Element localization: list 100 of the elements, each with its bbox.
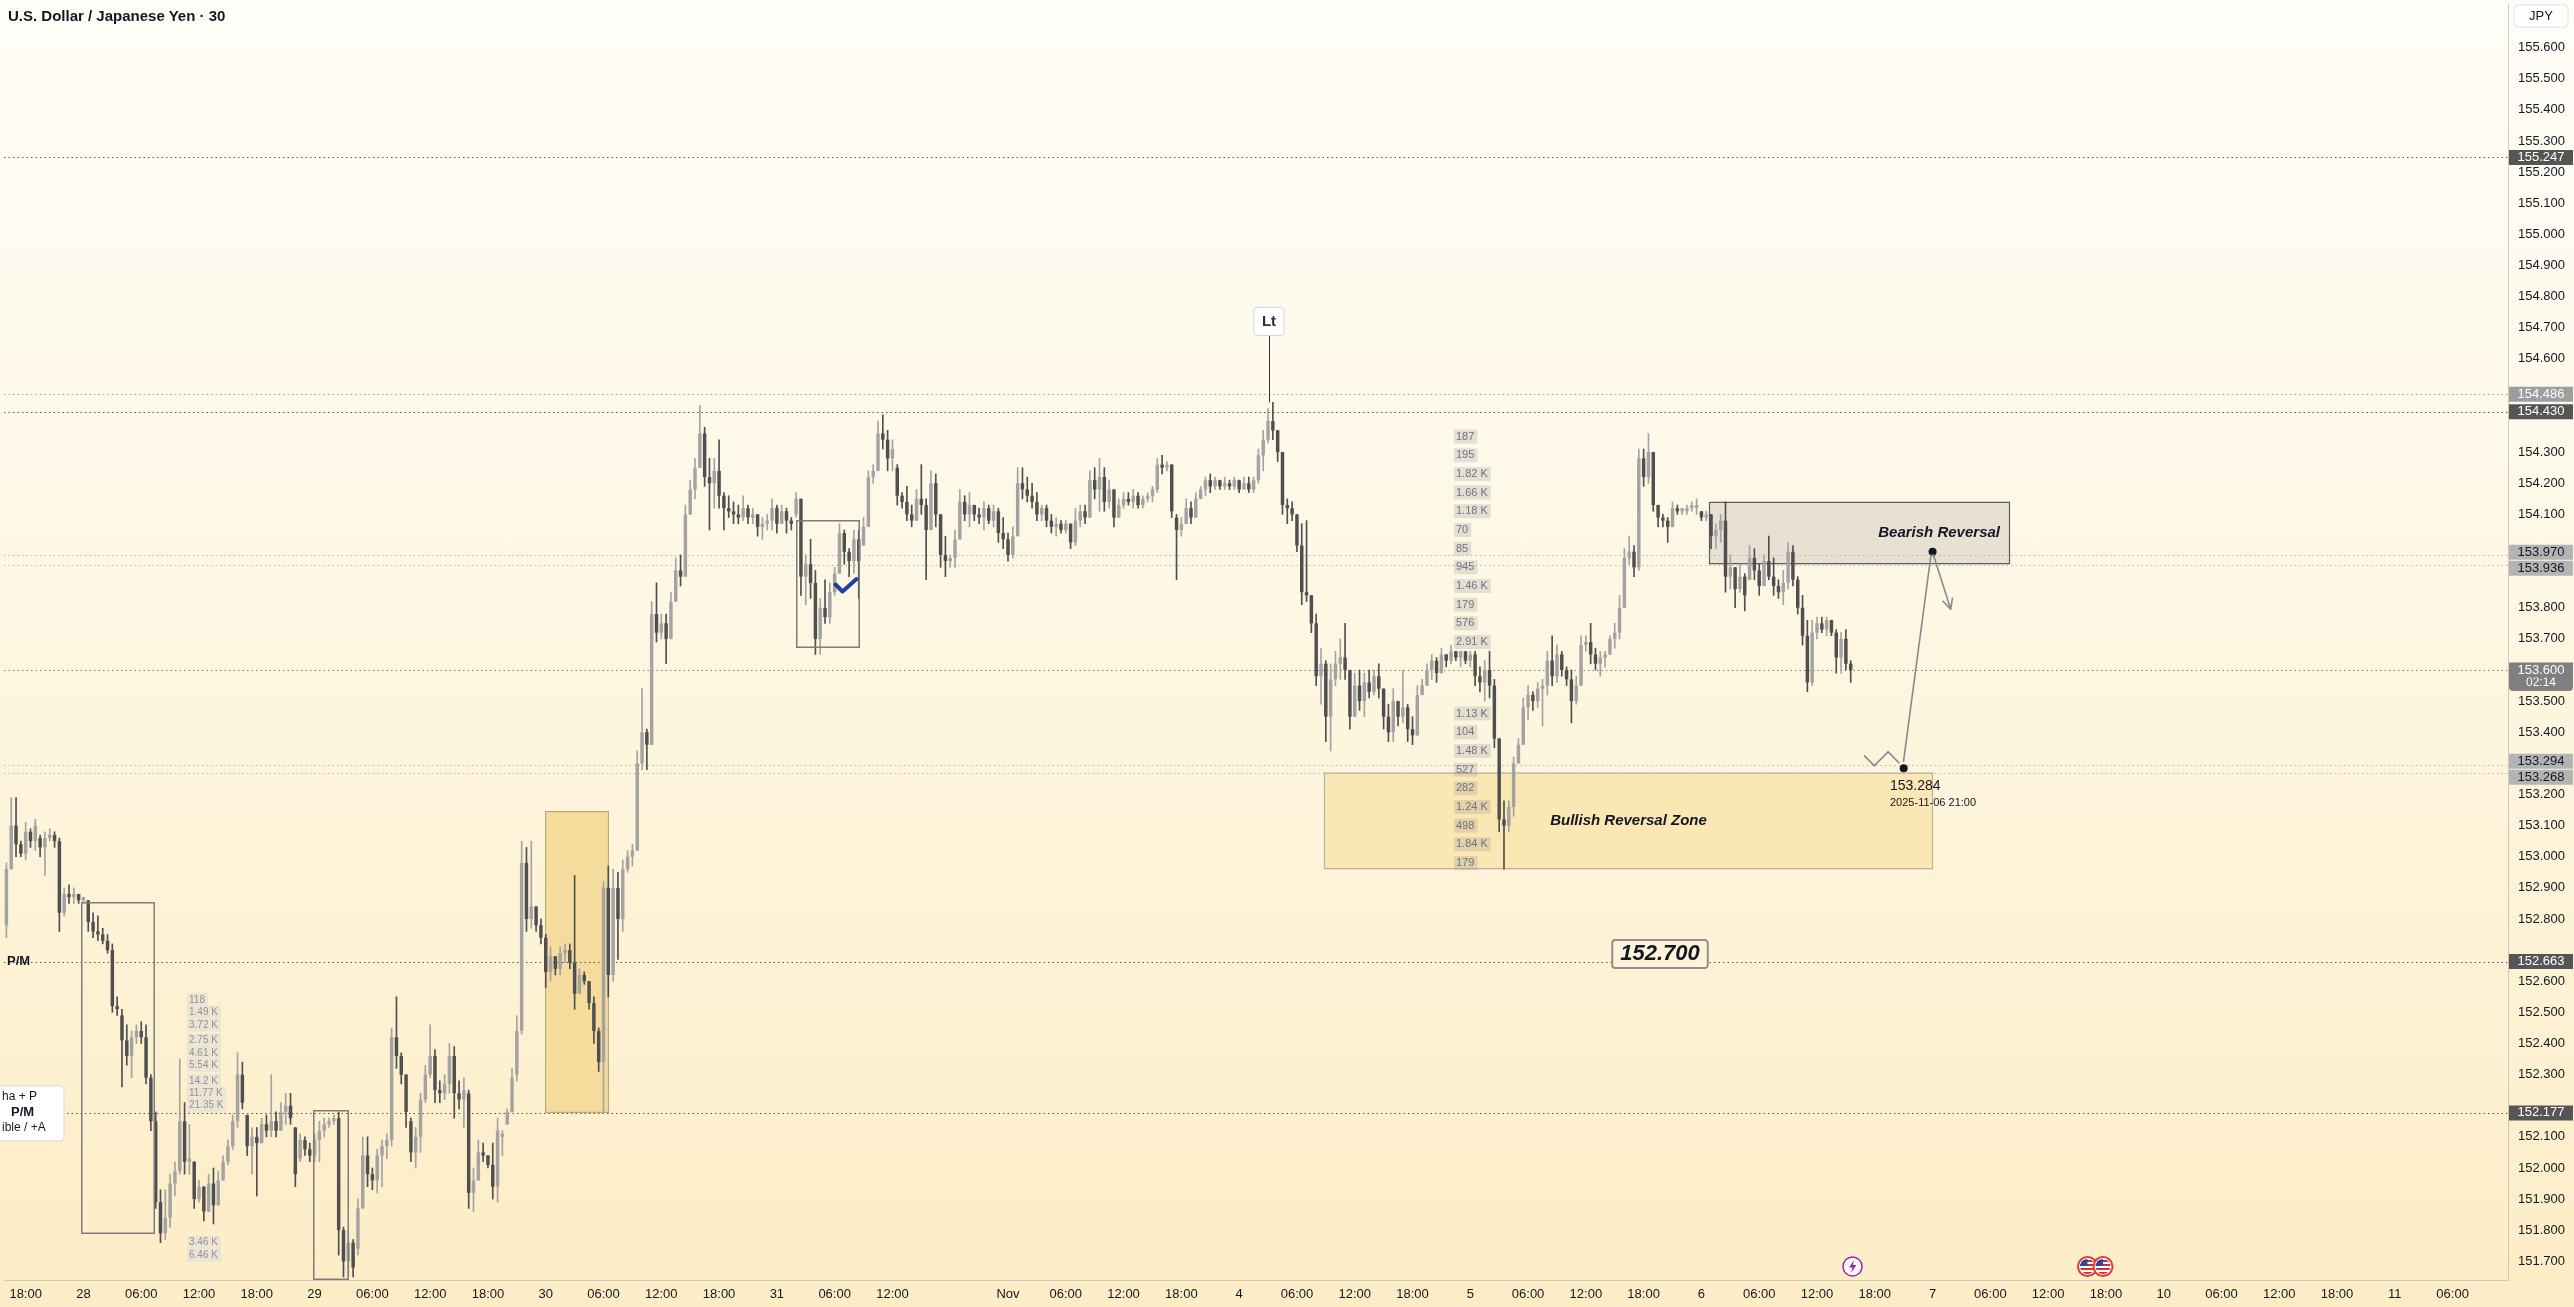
candlestick (1627, 535, 1631, 565)
ref-line-label: 154.430 (2517, 403, 2565, 419)
x-tick-label: 18:00 (1396, 1286, 1429, 1302)
x-tick-label: 06:00 (124, 1286, 158, 1302)
annotation: 11.77 K (189, 1087, 224, 1099)
annotation: 1.24 K (1456, 799, 1489, 812)
y-tick-label: 151.900 (2518, 1190, 2565, 1206)
annotation: 1.84 K (1456, 837, 1489, 850)
candlestick (457, 1080, 461, 1110)
y-tick-label: 152.100 (2518, 1128, 2565, 1144)
annotation: 2.91 K (1456, 635, 1489, 648)
candlestick (563, 943, 567, 963)
annotation: 1.18 K (1456, 504, 1489, 517)
annotation: ha + P (2, 1089, 38, 1104)
x-tick-label: 12:00 (1338, 1286, 1371, 1302)
x-tick-label: 12:00 (413, 1286, 447, 1302)
annotation: 576 (1456, 616, 1475, 629)
ref-line-label: 154.486 (2517, 385, 2565, 401)
y-tick-label: 153.400 (2518, 723, 2565, 739)
annotation: Lt (1261, 311, 1277, 329)
candlestick (1160, 454, 1164, 475)
y-tick-label: 153.100 (2518, 817, 2565, 833)
ref-line-label: 152.663 (2517, 953, 2565, 969)
candlestick (380, 1139, 384, 1187)
annotation: 3.72 K (189, 1018, 219, 1030)
x-tick-label: 06:00 (2436, 1286, 2469, 1302)
annotation: 179 (1456, 856, 1475, 868)
annotation: 5.54 K (189, 1059, 219, 1071)
x-tick-label: 06:00 (587, 1286, 620, 1302)
x-tick-label: 30 (538, 1286, 553, 1302)
candlestick (1478, 666, 1482, 693)
y-tick-label: 152.300 (2518, 1066, 2565, 1082)
x-tick-label: 6 (1697, 1286, 1706, 1302)
x-tick-label: 18:00 (1165, 1286, 1198, 1302)
annotation: 70 (1456, 522, 1469, 535)
x-tick-label: 18:00 (471, 1286, 505, 1302)
x-tick-label: 12:00 (1569, 1286, 1603, 1302)
ref-line-label: 153.970 (2517, 543, 2565, 559)
y-tick-label: 154.600 (2518, 350, 2565, 366)
candlestick (43, 831, 47, 876)
band-label: Bullish Reversal Zone (1550, 811, 1707, 829)
annotation: 4.61 K (189, 1046, 219, 1058)
annotation: 6.46 K (189, 1248, 219, 1260)
x-tick-label: 28 (76, 1286, 91, 1302)
x-tick-label: 7 (1928, 1286, 1937, 1302)
candlestick (1714, 523, 1718, 549)
y-tick-label: 154.100 (2518, 505, 2565, 521)
candlestick (1502, 800, 1506, 870)
annotation: 14.2 K (189, 1074, 219, 1086)
y-tick-label: 155.600 (2518, 39, 2565, 55)
x-tick-label: 06:00 (2205, 1286, 2238, 1302)
y-tick-label: 155.300 (2518, 132, 2565, 148)
ref-line-label: 152.177 (2517, 1104, 2565, 1120)
annotation: 104 (1456, 725, 1475, 738)
annotation: 1.82 K (1456, 466, 1489, 479)
ref-line-label: 153.600 (2517, 661, 2565, 677)
annotation: 498 (1456, 818, 1475, 831)
x-tick-label: 5 (1466, 1286, 1474, 1302)
y-tick-label: 153.700 (2518, 630, 2565, 646)
candlestick (269, 1074, 273, 1138)
y-tick-label: 152.500 (2518, 1003, 2565, 1019)
y-tick-label: 152.900 (2518, 879, 2565, 895)
annotation: 1.13 K (1456, 706, 1489, 719)
x-tick-label: 06:00 (1742, 1286, 1776, 1302)
x-tick-label: 4 (1235, 1286, 1243, 1302)
annotation: 945 (1456, 560, 1475, 573)
candlestick (1001, 517, 1005, 549)
candlestick (96, 915, 100, 942)
x-tick-label: 18:00 (1627, 1286, 1660, 1302)
x-tick-label: 12:00 (182, 1286, 216, 1302)
x-tick-label: 11 (2388, 1286, 2402, 1302)
x-tick-label: 18:00 (702, 1286, 736, 1302)
candlestick (462, 1077, 466, 1128)
y-tick-label: 153.500 (2518, 692, 2565, 708)
annotation: 3.46 K (189, 1236, 219, 1248)
candlestick (1661, 514, 1665, 528)
ref-line-label: 155.247 (2517, 149, 2565, 165)
y-tick-label: 152.000 (2518, 1159, 2565, 1175)
annotation: 282 (1456, 781, 1475, 794)
ref-line-label: 153.936 (2517, 559, 2565, 575)
annotation: 1.49 K (189, 1006, 219, 1018)
y-tick-label: 154.800 (2518, 288, 2565, 304)
ref-line-label: 153.294 (2517, 752, 2565, 768)
annotation: 1.48 K (1456, 743, 1489, 756)
x-tick-label: 12:00 (1800, 1286, 1834, 1302)
x-tick-label: 06:00 (818, 1286, 851, 1302)
x-tick-label: 12:00 (1107, 1286, 1140, 1302)
candlestick (72, 887, 76, 904)
x-tick-label: 18:00 (1858, 1286, 1892, 1302)
x-tick-label: 18:00 (2089, 1286, 2123, 1302)
candlestick (115, 996, 119, 1016)
candlestick (1584, 635, 1588, 652)
annotation: ible / +A (2, 1120, 46, 1135)
y-tick-label: 153.800 (2518, 599, 2565, 615)
y-tick-label: 155.100 (2518, 194, 2565, 210)
ref-line-label: 153.268 (2517, 768, 2565, 784)
x-tick-label: Nov (996, 1286, 1021, 1302)
x-tick-label: 12:00 (876, 1286, 909, 1302)
y-tick-label: 152.600 (2518, 972, 2565, 988)
y-tick-label: 154.700 (2518, 319, 2565, 335)
